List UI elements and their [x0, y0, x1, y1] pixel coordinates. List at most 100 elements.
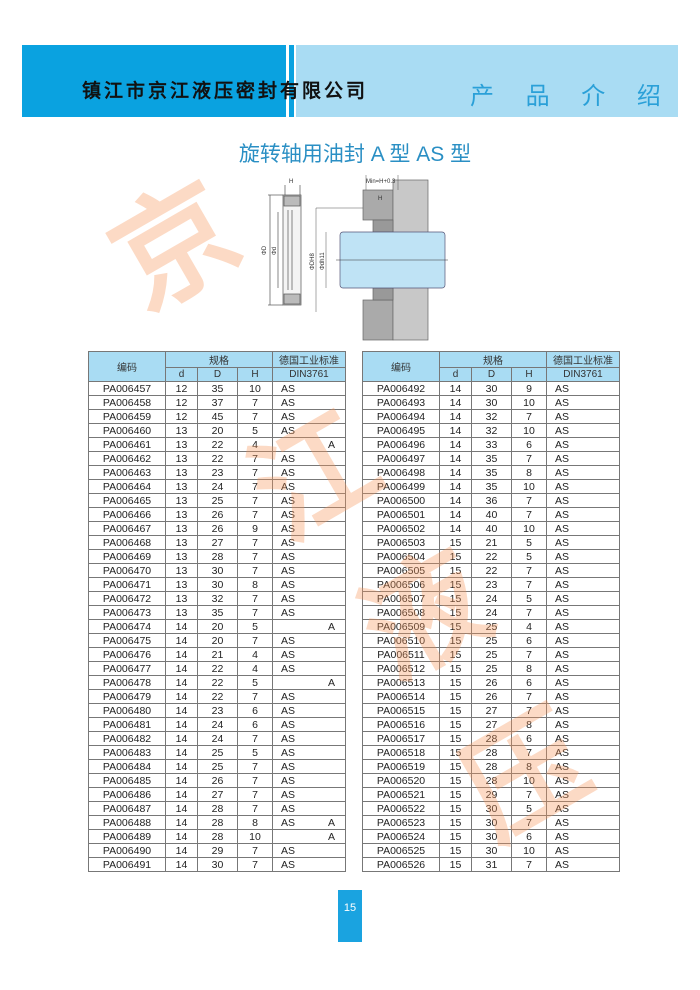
cell-H: 10: [511, 773, 547, 788]
cell-type-as: AS: [546, 535, 585, 550]
cell-code: PA006482: [88, 731, 166, 746]
cell-type-a: [584, 647, 620, 662]
cell-type-a: [584, 535, 620, 550]
cell-d: 13: [165, 591, 198, 606]
cell-d: 14: [165, 717, 198, 732]
cell-D: 27: [197, 787, 238, 802]
cell-H: 7: [237, 507, 273, 522]
cell-d: 13: [165, 521, 198, 536]
cell-d: 14: [165, 703, 198, 718]
cell-D: 29: [471, 787, 512, 802]
cell-type-a: [310, 857, 346, 872]
cell-code: PA006516: [362, 717, 440, 732]
table-row: PA006523 15 30 7 AS: [362, 815, 620, 830]
header-bar-light: [296, 45, 678, 117]
cell-d: 15: [439, 619, 472, 634]
cell-type-a: A: [310, 619, 346, 634]
cell-D: 24: [197, 479, 238, 494]
spec-table-left: 编码 规格 德国工业标准 d D H DIN3761 PA006457 12 35 10…: [88, 351, 346, 872]
cell-type-a: [584, 381, 620, 396]
cell-type-a: [584, 479, 620, 494]
cell-type-as: AS: [272, 661, 311, 676]
cell-type-a: [584, 633, 620, 648]
cell-H: 7: [237, 633, 273, 648]
cell-D: 21: [471, 535, 512, 550]
cell-d: 14: [165, 689, 198, 704]
cell-H: 7: [237, 479, 273, 494]
cell-D: 28: [197, 549, 238, 564]
cell-type-a: [310, 381, 346, 396]
cell-type-as: AS: [272, 549, 311, 564]
cell-type-as: AS: [272, 745, 311, 760]
cell-H: 7: [237, 563, 273, 578]
cell-type-as: AS: [546, 605, 585, 620]
cell-code: PA006502: [362, 521, 440, 536]
table-row: PA006477 14 22 4 AS: [88, 661, 346, 676]
cell-d: 15: [439, 787, 472, 802]
cell-code: PA006505: [362, 563, 440, 578]
cell-type-a: [584, 591, 620, 606]
cell-type-as: AS: [272, 423, 311, 438]
cell-D: 35: [471, 465, 512, 480]
cell-D: 30: [197, 857, 238, 872]
cell-d: 14: [439, 437, 472, 452]
cell-H: 7: [237, 535, 273, 550]
cell-type-as: AS: [546, 549, 585, 564]
cell-D: 27: [471, 717, 512, 732]
cell-type-as: AS: [546, 591, 585, 606]
cell-type-as: [272, 829, 311, 844]
cell-D: 27: [471, 703, 512, 718]
header-spec: 规格: [439, 351, 547, 368]
cell-code: PA006467: [88, 521, 166, 536]
table-row: PA006468 13 27 7 AS: [88, 535, 346, 550]
cell-code: PA006504: [362, 549, 440, 564]
cell-code: PA006472: [88, 591, 166, 606]
dh11-label: Φdh11: [320, 252, 326, 270]
header-H: H: [511, 367, 547, 382]
cell-code: PA006496: [362, 437, 440, 452]
table-row: PA006463 13 23 7 AS: [88, 465, 346, 480]
table-row: PA006517 15 28 6 AS: [362, 731, 620, 746]
cell-type-a: [584, 815, 620, 830]
cell-H: 4: [511, 619, 547, 634]
cell-type-a: [310, 703, 346, 718]
cell-type-as: AS: [546, 857, 585, 872]
table-row: PA006497 14 35 7 AS: [362, 451, 620, 466]
cell-D: 30: [471, 829, 512, 844]
cell-type-as: AS: [272, 773, 311, 788]
cell-type-as: AS: [546, 703, 585, 718]
cell-d: 12: [165, 381, 198, 396]
cell-d: 13: [165, 451, 198, 466]
cell-code: PA006478: [88, 675, 166, 690]
cell-type-as: AS: [272, 479, 311, 494]
table-row: PA006496 14 33 6 AS: [362, 437, 620, 452]
table-row: PA006525 15 30 10 AS: [362, 843, 620, 858]
cell-H: 7: [237, 451, 273, 466]
cell-d: 14: [165, 675, 198, 690]
cell-D: 28: [197, 829, 238, 844]
cell-code: PA006470: [88, 563, 166, 578]
table-row: PA006487 14 28 7 AS: [88, 801, 346, 816]
cell-type-a: [310, 465, 346, 480]
cell-code: PA006510: [362, 633, 440, 648]
cell-type-a: [584, 605, 620, 620]
cell-H: 7: [237, 759, 273, 774]
table-row: PA006472 13 32 7 AS: [88, 591, 346, 606]
table-row: PA006476 14 21 4 AS: [88, 647, 346, 662]
cell-H: 8: [237, 577, 273, 592]
cell-d: 15: [439, 535, 472, 550]
table-row: PA006482 14 24 7 AS: [88, 731, 346, 746]
cell-H: 6: [511, 437, 547, 452]
cell-d: 15: [439, 745, 472, 760]
header-D: D: [471, 367, 512, 382]
cell-D: 35: [471, 451, 512, 466]
cell-H: 10: [511, 843, 547, 858]
table-row: PA006515 15 27 7 AS: [362, 703, 620, 718]
cell-type-a: [584, 577, 620, 592]
cell-type-a: [584, 451, 620, 466]
table-row: PA006493 14 30 10 AS: [362, 395, 620, 410]
cell-code: PA006514: [362, 689, 440, 704]
cell-D: 21: [197, 647, 238, 662]
cell-type-a: [584, 619, 620, 634]
cell-code: PA006468: [88, 535, 166, 550]
